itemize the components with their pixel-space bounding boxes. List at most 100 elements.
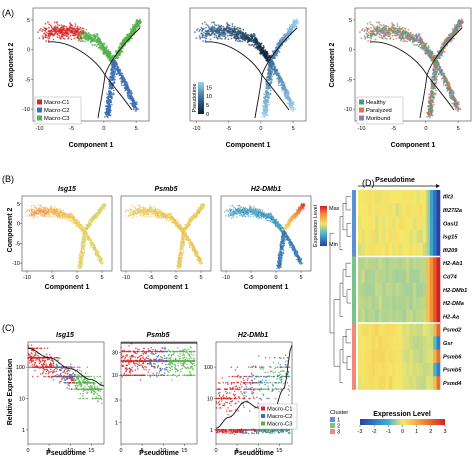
cell-point bbox=[288, 28, 291, 31]
cell-point bbox=[277, 78, 280, 80]
cell-point bbox=[68, 27, 70, 30]
cell-point bbox=[112, 54, 114, 57]
cell-point bbox=[123, 36, 126, 39]
cell-point bbox=[261, 51, 263, 54]
cell-point bbox=[114, 57, 116, 60]
cell-point bbox=[86, 35, 89, 37]
cell-point bbox=[243, 35, 246, 37]
cell-point bbox=[282, 81, 285, 84]
cell-point bbox=[366, 22, 369, 25]
cell-point bbox=[44, 29, 46, 32]
cell-point bbox=[375, 33, 378, 36]
cell-point bbox=[203, 36, 206, 39]
cell-point bbox=[207, 32, 210, 35]
cell-point bbox=[111, 86, 113, 89]
cell-point bbox=[67, 37, 70, 39]
cell-point bbox=[106, 111, 109, 114]
cell-point bbox=[84, 33, 87, 36]
cell-point bbox=[217, 24, 220, 26]
cell-point bbox=[202, 40, 205, 42]
cell-point bbox=[87, 31, 90, 34]
y-tick-label: -5 bbox=[25, 77, 30, 83]
cell-point bbox=[268, 75, 271, 78]
cell-point bbox=[242, 28, 245, 31]
cell-point bbox=[211, 26, 214, 29]
cell-point bbox=[131, 28, 134, 31]
cell-point bbox=[267, 96, 269, 99]
cell-point bbox=[106, 53, 109, 56]
cell-point bbox=[70, 29, 73, 32]
cell-point bbox=[107, 99, 110, 102]
cell-point bbox=[268, 66, 270, 68]
cell-point bbox=[129, 96, 132, 99]
cell-point bbox=[263, 111, 266, 114]
cell-point bbox=[230, 37, 233, 40]
cell-point bbox=[396, 27, 399, 30]
cell-point bbox=[289, 98, 292, 101]
cell-point bbox=[280, 77, 283, 79]
cell-point bbox=[372, 25, 375, 28]
cell-point bbox=[252, 39, 255, 41]
cell-point bbox=[46, 36, 49, 39]
cell-point bbox=[72, 32, 74, 35]
cell-point bbox=[430, 87, 433, 89]
cell-point bbox=[38, 29, 41, 32]
cell-point bbox=[91, 43, 94, 46]
cell-point bbox=[78, 35, 81, 38]
cell-point bbox=[129, 102, 132, 105]
cell-point bbox=[417, 39, 420, 41]
cell-point bbox=[263, 53, 266, 56]
cell-point bbox=[236, 28, 238, 30]
cell-point bbox=[286, 89, 288, 92]
cell-point bbox=[52, 30, 55, 33]
cell-point bbox=[56, 33, 59, 36]
colorbar-tick-label: 15 bbox=[206, 85, 212, 91]
cell-point bbox=[59, 37, 62, 40]
cell-point bbox=[56, 36, 59, 39]
cell-point bbox=[418, 35, 421, 38]
cell-point bbox=[209, 38, 212, 41]
cell-point bbox=[265, 112, 268, 115]
cell-point bbox=[195, 29, 198, 32]
colorbar-tick-label: 10 bbox=[206, 94, 212, 100]
cell-point bbox=[245, 34, 248, 37]
cell-point bbox=[401, 28, 403, 30]
cell-point bbox=[426, 51, 428, 54]
cell-point bbox=[265, 95, 267, 98]
cell-point bbox=[129, 33, 132, 36]
cell-point bbox=[384, 26, 387, 28]
cell-point bbox=[205, 37, 208, 40]
cell-point bbox=[364, 37, 367, 40]
cell-point bbox=[240, 36, 243, 38]
cell-point bbox=[376, 28, 379, 31]
cell-point bbox=[400, 32, 402, 34]
cell-point bbox=[453, 37, 455, 40]
cell-point bbox=[235, 35, 238, 38]
cell-point bbox=[122, 84, 125, 87]
cell-point bbox=[101, 49, 104, 51]
cell-point bbox=[200, 32, 203, 35]
cell-point bbox=[263, 96, 265, 99]
cell-point bbox=[213, 36, 216, 39]
y-axis-label: Component 2 bbox=[8, 43, 15, 88]
cell-point bbox=[241, 40, 243, 43]
cell-point bbox=[74, 34, 77, 37]
cell-point bbox=[239, 31, 241, 34]
cell-point bbox=[76, 27, 79, 30]
cell-point bbox=[268, 86, 270, 89]
cell-point bbox=[111, 70, 114, 72]
cell-point bbox=[44, 33, 47, 36]
cell-point bbox=[359, 31, 361, 33]
cell-point bbox=[407, 38, 410, 41]
cell-point bbox=[137, 108, 140, 111]
cell-point bbox=[56, 26, 59, 28]
cell-point bbox=[387, 25, 390, 28]
cell-point bbox=[455, 29, 458, 32]
cell-point bbox=[107, 116, 109, 119]
cell-point bbox=[94, 36, 96, 39]
cell-point bbox=[106, 96, 108, 99]
cell-point bbox=[209, 30, 212, 33]
y-tick-label: 5 bbox=[27, 18, 30, 24]
cell-point bbox=[407, 28, 410, 31]
cell-point bbox=[53, 21, 56, 24]
